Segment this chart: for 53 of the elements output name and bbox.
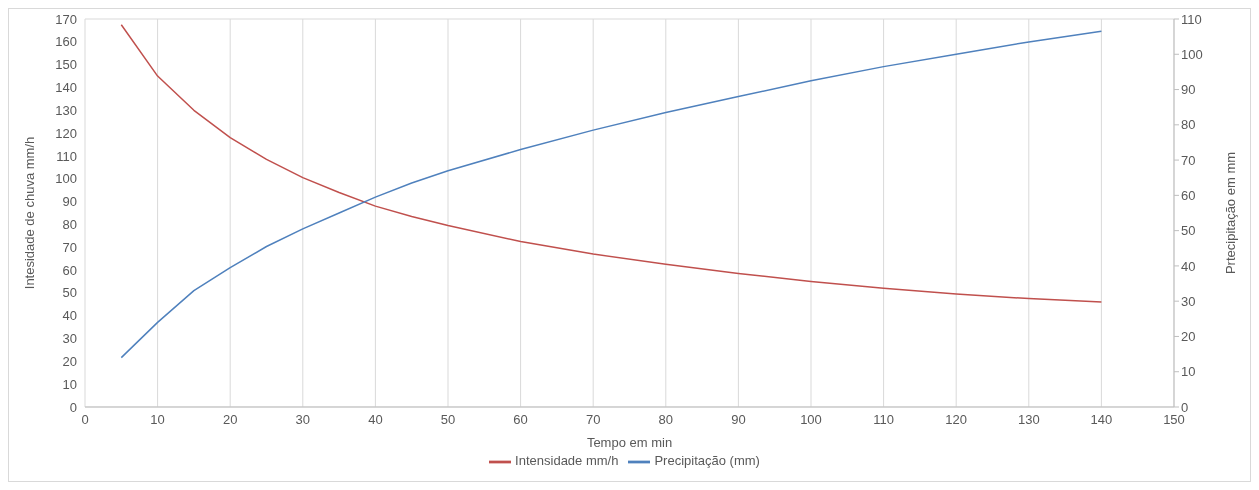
y2-tick-label: 100	[1181, 46, 1203, 62]
line-series	[120, 23, 1103, 303]
y-tick-label: 100	[55, 171, 77, 187]
y2-tick-label: 60	[1181, 187, 1196, 203]
y2-tick-label: 50	[1181, 223, 1196, 239]
y-tick-label: 160	[55, 34, 77, 50]
x-tick-label: 50	[440, 412, 456, 428]
legend-label: Precipitação (mm)	[654, 453, 760, 469]
y-tick-label: 130	[55, 102, 77, 118]
x-tick-label: 60	[513, 412, 528, 428]
x-tick-label: 30	[295, 412, 311, 428]
x-axis-title: Tempo em min	[586, 435, 673, 450]
y-tick-label: 80	[62, 217, 77, 233]
x-tick-label: 80	[658, 412, 674, 428]
y2-tick-label: 30	[1181, 293, 1196, 309]
x-tick-label: 10	[150, 412, 165, 428]
x-tick-label: 150	[1163, 412, 1185, 428]
y-axis-title: Intesidade de chuva mm/h	[21, 136, 37, 290]
y-tick-label: 170	[55, 11, 77, 27]
y2-tick-label: 70	[1181, 152, 1196, 168]
x-tick-label: 100	[800, 412, 822, 428]
y-tick-label: 150	[55, 57, 77, 73]
y2-axis-title: Prtecipitação em mm	[1222, 151, 1238, 275]
y-tick-label: 10	[62, 376, 77, 392]
y-tick-label: 40	[62, 308, 77, 324]
x-tick-label: 40	[368, 412, 383, 428]
y-tick-label: 50	[62, 285, 77, 301]
line-series	[120, 30, 1103, 359]
y-tick-label: 20	[62, 353, 77, 369]
x-tick-label: 130	[1017, 412, 1040, 428]
y-tick-label: 90	[62, 194, 77, 210]
x-tick-label: 90	[731, 412, 746, 428]
legend-label: Intensidade mm/h	[515, 453, 619, 469]
x-tick-label: 140	[1090, 412, 1113, 428]
y2-tick-label: 20	[1181, 329, 1196, 345]
x-tick-label: 0	[81, 412, 89, 428]
y-tick-label: 110	[56, 148, 77, 164]
x-tick-label: 20	[222, 412, 238, 428]
y-tick-label: 70	[62, 239, 77, 255]
y2-tick-label: 80	[1181, 117, 1196, 133]
y2-tick-label: 40	[1181, 258, 1196, 274]
y-tick-label: 140	[55, 80, 77, 96]
y-tick-label: 60	[62, 262, 77, 278]
y2-tick-label: 0	[1181, 399, 1189, 415]
y-tick-label: 30	[62, 331, 77, 347]
y2-tick-label: 110	[1181, 11, 1202, 27]
x-tick-label: 70	[585, 412, 601, 428]
y2-tick-label: 90	[1181, 82, 1196, 98]
y-tick-label: 120	[55, 125, 77, 141]
x-tick-label: 120	[945, 412, 968, 428]
y-tick-label: 0	[69, 399, 77, 415]
x-tick-label: 110	[873, 412, 894, 428]
y2-tick-label: 10	[1181, 364, 1196, 380]
